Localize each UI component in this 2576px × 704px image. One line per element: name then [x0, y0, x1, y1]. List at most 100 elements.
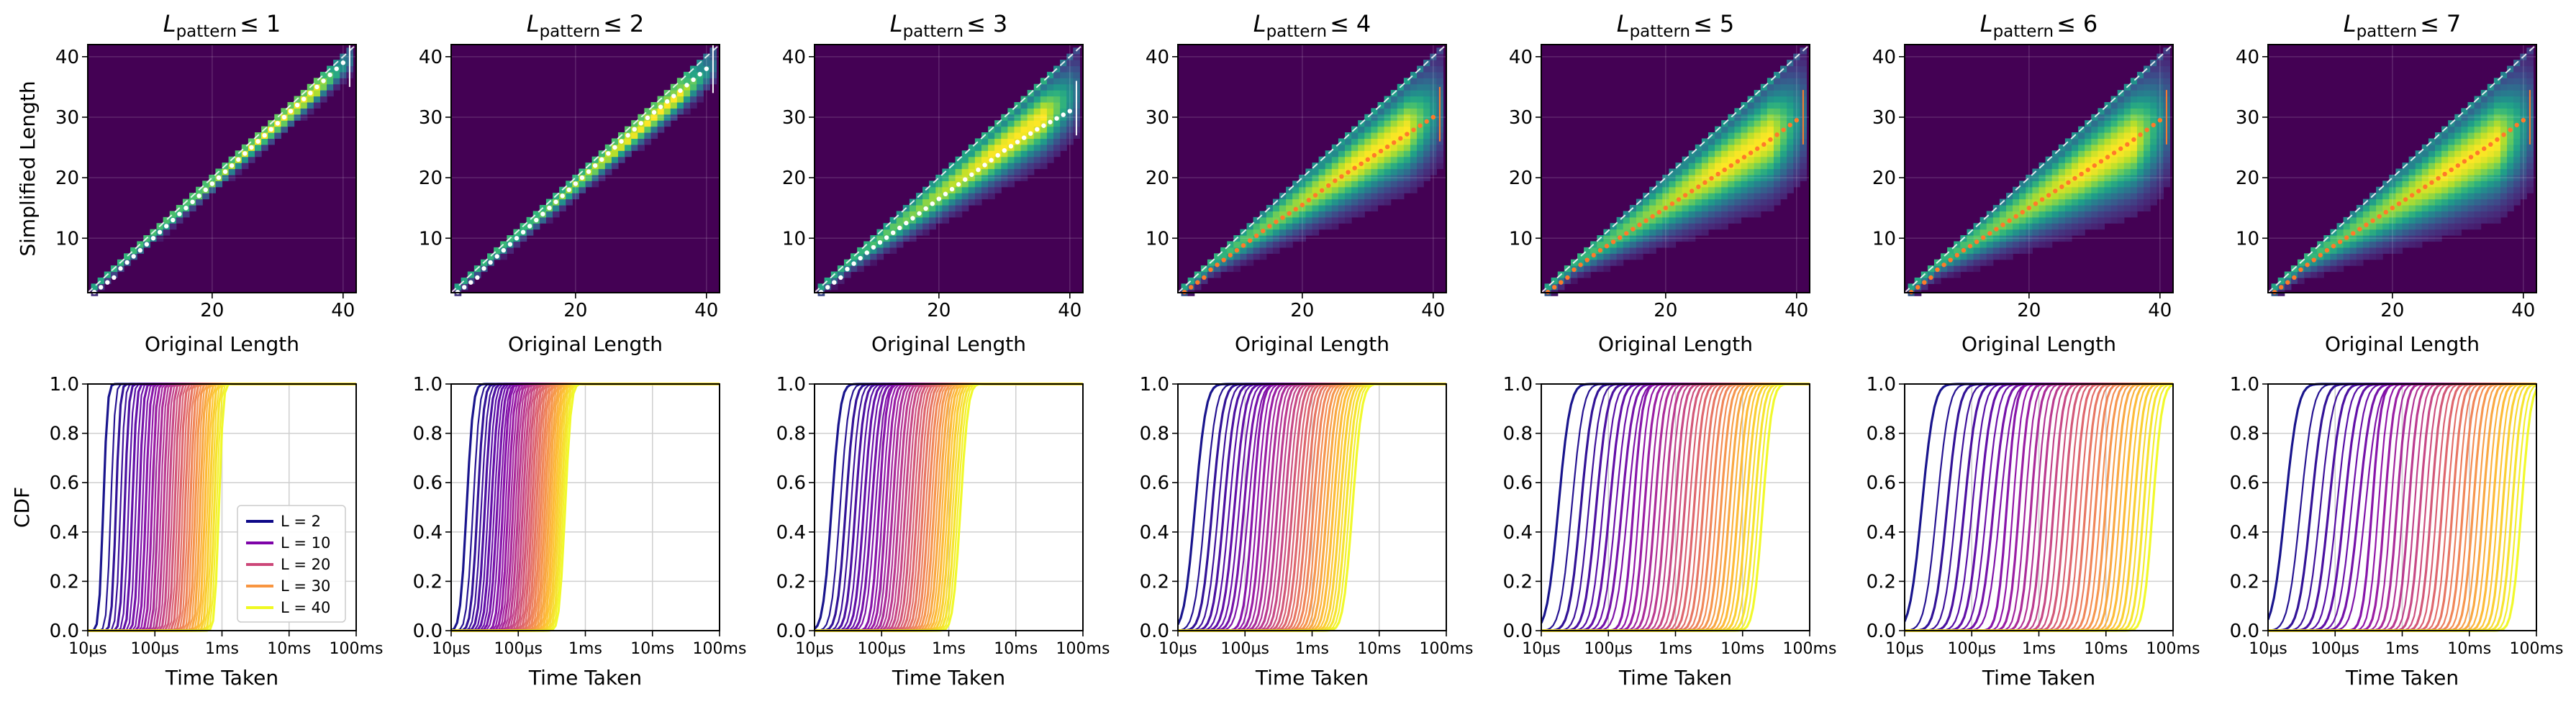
heatmap-cell — [2144, 150, 2151, 157]
mean-marker — [1941, 262, 1946, 268]
heatmap-cell — [2408, 204, 2416, 212]
heatmap-cell — [1992, 247, 2000, 254]
heatmap-cell — [2130, 101, 2138, 109]
heatmap-cell — [2058, 204, 2066, 212]
heatmap-cell — [1344, 198, 1352, 206]
heatmap-cell — [1053, 138, 1061, 145]
heatmap-cell — [670, 108, 678, 115]
heatmap-cell — [1741, 204, 1749, 212]
heatmap-cell — [1371, 138, 1379, 145]
heatmap-cell — [2136, 144, 2144, 151]
heatmap-cell — [1747, 126, 1755, 133]
heatmap-cell — [2277, 277, 2285, 284]
heatmap-cell — [2349, 211, 2357, 218]
heatmap-cell — [2369, 229, 2377, 236]
mean-marker — [1980, 235, 1986, 240]
heatmap-cell — [1973, 241, 1981, 248]
heatmap-cell — [2467, 126, 2475, 133]
heatmap-cell — [2019, 193, 2026, 200]
heatmap-cell — [1636, 247, 1643, 254]
mean-marker — [845, 266, 850, 272]
heatmap-cell — [1066, 71, 1074, 78]
heatmap-cell — [2395, 241, 2403, 248]
heatmap-cell — [2006, 223, 2013, 230]
heatmap-cell — [2369, 247, 2377, 254]
heatmap-cell — [981, 193, 989, 200]
heatmap-cell — [2448, 138, 2455, 145]
heatmap-cell — [1741, 114, 1749, 121]
heatmap-cell — [1577, 253, 1584, 260]
mean-marker — [1195, 280, 1200, 285]
heatmap-cell — [1384, 126, 1392, 133]
heatmap-cell — [2078, 186, 2085, 193]
y-tick-label: 20 — [1872, 168, 1896, 189]
heatmap-cell — [2091, 156, 2098, 163]
heatmap-cell — [507, 247, 514, 254]
heatmap-cell — [2038, 235, 2046, 242]
heatmap-cell — [2117, 156, 2125, 163]
mean-marker — [1424, 119, 1429, 124]
heatmap-cell — [1040, 132, 1048, 140]
title-main: L — [1617, 10, 1630, 37]
heatmap-cell — [1390, 114, 1398, 121]
legend: L = 2L = 10L = 20L = 30L = 40 — [237, 505, 346, 623]
heatmap-cell — [2091, 132, 2098, 140]
heatmap-cell — [2104, 186, 2112, 193]
y-tick-label: 30 — [55, 107, 79, 129]
title-relation: ≤ — [240, 10, 259, 37]
heatmap-cell — [1728, 174, 1735, 181]
heatmap-cell — [1760, 120, 1768, 127]
heatmap-cell — [2487, 186, 2495, 193]
heatmap-cell — [1741, 163, 1749, 170]
heatmap-cell — [683, 71, 691, 78]
heatmap-cell — [2500, 150, 2508, 157]
heatmap-cell — [1046, 126, 1054, 133]
heatmap-cell — [2507, 204, 2514, 212]
heatmap-cell — [1351, 186, 1359, 193]
heatmap-cell — [1577, 265, 1584, 273]
heatmap-cell — [1741, 120, 1749, 127]
title-subscript: pattern — [540, 22, 601, 41]
heatmap-cell — [2467, 114, 2475, 121]
heatmap-cell — [2389, 211, 2397, 218]
mean-marker — [301, 96, 307, 101]
mean-marker — [314, 84, 319, 90]
heatmap-cell — [1046, 138, 1054, 145]
heatmap-cell — [2091, 198, 2098, 206]
heatmap-cell — [2097, 198, 2105, 206]
heatmap-cell — [1734, 168, 1742, 175]
heatmap-cell — [579, 186, 586, 193]
heatmap-cell — [2467, 211, 2475, 218]
heatmap-cell — [1636, 216, 1643, 224]
mean-marker — [2285, 280, 2290, 285]
heatmap-cell — [2513, 174, 2521, 181]
heatmap-cell — [2078, 193, 2085, 200]
heatmap-cell — [1194, 283, 1202, 291]
heatmap-cell — [1338, 168, 1346, 175]
heatmap-cell — [2097, 174, 2105, 181]
heatmap-cell — [1299, 174, 1307, 181]
heatmap-cell — [2157, 163, 2164, 170]
heatmap-cell — [2336, 229, 2344, 236]
heatmap-cell — [1675, 198, 1683, 206]
heatmap-cell — [294, 108, 301, 115]
title-main: L — [1980, 10, 1993, 37]
heatmap-cell — [1649, 229, 1656, 236]
heatmap-cell — [1318, 193, 1326, 200]
heatmap-cell — [2513, 132, 2521, 140]
heatmap-cell — [2117, 120, 2125, 127]
heatmap-cell — [1292, 198, 1300, 206]
x-tick-label: 10ms — [267, 640, 311, 658]
heatmap-cell — [2441, 216, 2449, 224]
heatmap-cell — [2085, 223, 2092, 230]
heatmap-cell — [2038, 174, 2046, 181]
heatmap-cell — [1358, 156, 1365, 163]
heatmap-cell — [1610, 235, 1618, 242]
heatmap-cell — [2330, 235, 2338, 242]
heatmap-cell — [2526, 180, 2534, 188]
heatmap-cell — [1338, 198, 1346, 206]
heatmap-cell — [1227, 241, 1234, 248]
y-tick-label: 40 — [419, 47, 443, 68]
heatmap-cell — [2474, 204, 2482, 212]
heatmap-cell — [287, 114, 295, 121]
